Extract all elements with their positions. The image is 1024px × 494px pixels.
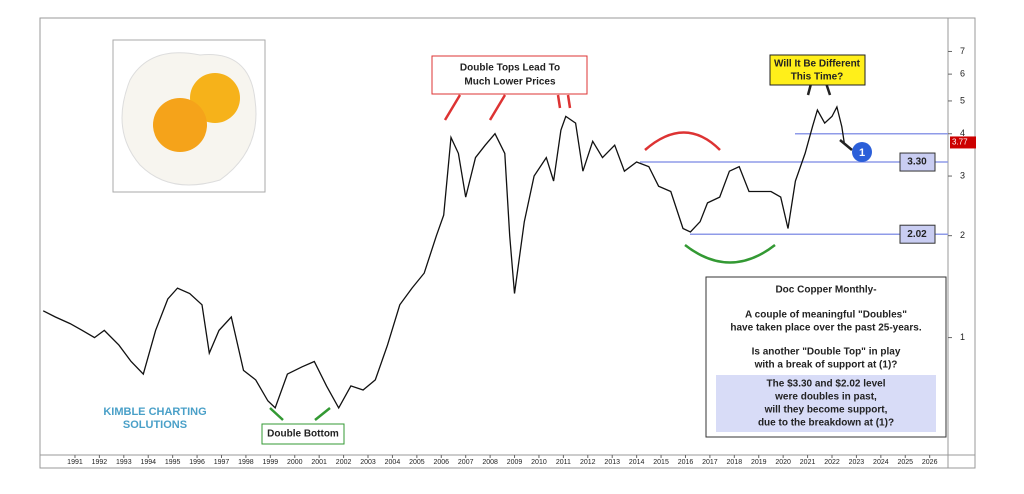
x-tick-label: 1999 <box>263 459 279 466</box>
x-tick-label: 2023 <box>849 459 865 466</box>
x-tick-label: 2012 <box>580 459 596 466</box>
annotation: Much Lower Prices <box>464 77 556 88</box>
price-tag <box>950 136 976 149</box>
textbox-line: were doubles in past, <box>774 392 877 403</box>
x-tick-label: 2005 <box>409 459 425 466</box>
textbox-line: with a break of support at (1)? <box>754 360 898 371</box>
x-tick-label: 2009 <box>507 459 523 466</box>
y-tick-label: 6 <box>960 69 965 79</box>
textbox-title: Doc Copper Monthly- <box>775 285 876 296</box>
x-tick-label: 2001 <box>311 459 327 466</box>
level-box <box>899 224 936 244</box>
x-tick-label: 2010 <box>531 459 547 466</box>
x-tick-label: 2004 <box>385 459 401 466</box>
x-tick-label: 2011 <box>556 459 571 466</box>
x-tick-label: 2002 <box>336 459 352 466</box>
textbox-line: A couple of meaningful "Doubles" <box>745 310 907 321</box>
level-box <box>899 152 936 172</box>
x-tick-label: 2015 <box>653 459 669 466</box>
y-tick-label: 3 <box>960 170 965 180</box>
annotation: This Time? <box>791 72 844 83</box>
logo: SOLUTIONS <box>123 419 187 431</box>
x-tick-label: 2000 <box>287 459 303 466</box>
egg-image <box>112 39 266 193</box>
textbox-line: The $3.30 and $2.02 level <box>767 379 886 390</box>
x-tick-label: 2026 <box>922 459 938 466</box>
textbox-line: have taken place over the past 25-years. <box>730 323 921 334</box>
x-tick-label: 2021 <box>800 459 816 466</box>
x-tick-label: 2019 <box>751 459 767 466</box>
marker-label: 1 <box>859 147 865 159</box>
x-tick-label: 2022 <box>824 459 840 466</box>
x-tick-label: 2014 <box>629 459 645 466</box>
x-tick-label: 1995 <box>165 459 181 466</box>
annotation: Double Bottom <box>267 429 339 440</box>
x-tick-label: 2020 <box>775 459 791 466</box>
x-tick-label: 2007 <box>458 459 474 466</box>
textbox-line: will they become support, <box>764 405 888 416</box>
price-tag-label: 3.77 <box>952 138 968 147</box>
x-tick-label: 2017 <box>702 459 718 466</box>
annotation-box <box>769 54 866 86</box>
x-tick-label: 2008 <box>482 459 498 466</box>
x-tick-label: 2025 <box>897 459 913 466</box>
x-tick-label: 1997 <box>214 459 230 466</box>
annotation: Will It Be Different <box>774 59 861 70</box>
logo: KIMBLE CHARTING <box>103 406 206 418</box>
x-tick-label: 2006 <box>433 459 449 466</box>
y-tick-label: 2 <box>960 230 965 240</box>
y-tick-label: 7 <box>960 46 965 56</box>
textbox-line: Is another "Double Top" in play <box>752 347 901 358</box>
annotation-box <box>261 423 345 445</box>
x-tick-label: 2018 <box>727 459 743 466</box>
x-tick-label: 1993 <box>116 459 132 466</box>
x-tick-label: 1992 <box>92 459 108 466</box>
marker <box>852 142 872 162</box>
level-label: 3.30 <box>907 157 927 168</box>
x-tick-label: 1991 <box>67 459 83 466</box>
annotation: Double Tops Lead To <box>460 63 560 74</box>
x-tick-label: 1996 <box>189 459 205 466</box>
x-tick-label: 1994 <box>140 459 156 466</box>
level-label: 2.02 <box>907 229 927 240</box>
highlight-box <box>716 375 936 432</box>
x-tick-label: 2024 <box>873 459 889 466</box>
x-tick-label: 2003 <box>360 459 376 466</box>
y-tick-label: 1 <box>960 332 965 342</box>
x-tick-label: 2016 <box>678 459 694 466</box>
textbox-line: due to the breakdown at (1)? <box>758 418 894 429</box>
price-line <box>42 105 845 410</box>
y-tick-label: 4 <box>960 128 965 138</box>
x-tick-label: 2013 <box>604 459 620 466</box>
y-tick-label: 5 <box>960 95 965 105</box>
x-tick-label: 1998 <box>238 459 254 466</box>
annotation-box <box>431 55 588 95</box>
